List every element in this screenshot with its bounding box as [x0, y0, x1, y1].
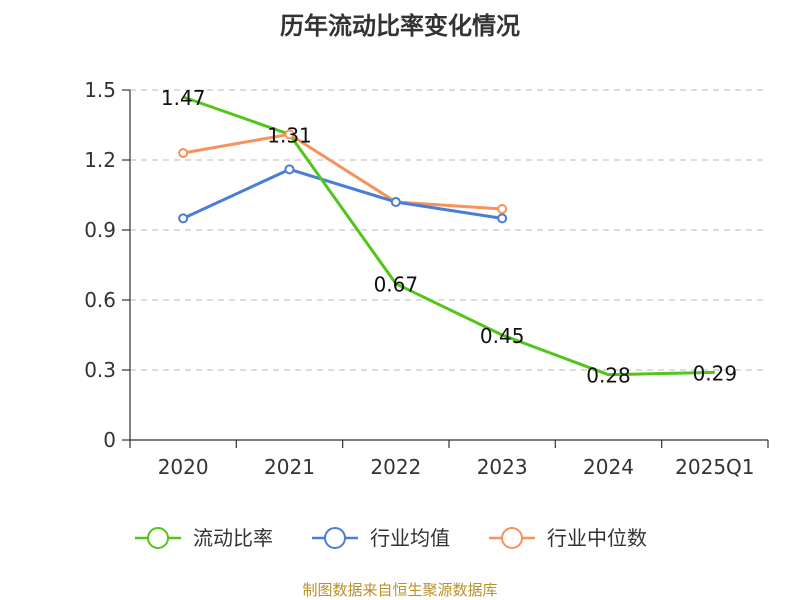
- legend-marker-0: [147, 527, 169, 549]
- legend-marker-2: [501, 527, 523, 549]
- series-lines: [182, 95, 715, 377]
- y-tick-label: 0.3: [84, 358, 116, 382]
- data-label: 0.29: [693, 361, 738, 385]
- series-line-2: [182, 132, 503, 211]
- legend[interactable]: 流动比率 行业均值 行业中位数: [135, 526, 647, 550]
- x-tick-label: 2025Q1: [675, 455, 754, 479]
- data-labels: 1.47 1.31 0.67 0.45 0.28 0.29: [161, 86, 737, 388]
- data-label: 1.47: [161, 86, 206, 110]
- series-point-2[interactable]: [497, 204, 508, 214]
- gridlines: [130, 89, 768, 371]
- x-tick-label: 2020: [158, 455, 209, 479]
- y-tick-label: 0: [103, 428, 116, 452]
- legend-label-0: 流动比率: [193, 526, 273, 550]
- x-tick-label: 2024: [583, 455, 634, 479]
- series-line-1: [182, 167, 503, 220]
- y-tick-label: 1.5: [84, 78, 116, 102]
- data-label: 0.67: [374, 273, 419, 297]
- data-label: 0.45: [480, 324, 525, 348]
- x-tick-label: 2021: [264, 455, 315, 479]
- source-note: 制图数据来自恒生聚源数据库: [302, 581, 497, 599]
- legend-item-1[interactable]: 行业均值: [312, 526, 450, 550]
- y-tick-label: 0.6: [84, 288, 116, 312]
- legend-label-1: 行业均值: [370, 526, 450, 550]
- data-label: 1.31: [267, 123, 312, 147]
- x-tick-label: 2023: [477, 455, 528, 479]
- series-point-1[interactable]: [178, 213, 189, 224]
- series-points: [178, 129, 508, 224]
- y-tick-label: 1.2: [84, 148, 116, 172]
- legend-item-0[interactable]: 流动比率: [135, 526, 273, 550]
- series-point-2[interactable]: [284, 129, 295, 140]
- x-tick-label: 2022: [370, 455, 421, 479]
- y-tick-label: 0.9: [84, 218, 116, 242]
- series-point-1[interactable]: [284, 164, 295, 175]
- legend-marker-1: [324, 527, 346, 549]
- data-label: 0.28: [586, 364, 631, 388]
- chart-title: 历年流动比率变化情况: [280, 12, 520, 40]
- series-point-1[interactable]: [390, 197, 401, 207]
- axes: 0 0.3 0.6 0.9 1.2 1.5 2020 2021 2022 2023 2024 2025…: [84, 78, 769, 479]
- series-point-2[interactable]: [178, 148, 189, 158]
- series-point-1[interactable]: [497, 213, 508, 224]
- legend-label-2: 行业中位数: [547, 526, 647, 550]
- series-line-0: [182, 95, 715, 377]
- legend-item-2[interactable]: 行业中位数: [489, 526, 647, 550]
